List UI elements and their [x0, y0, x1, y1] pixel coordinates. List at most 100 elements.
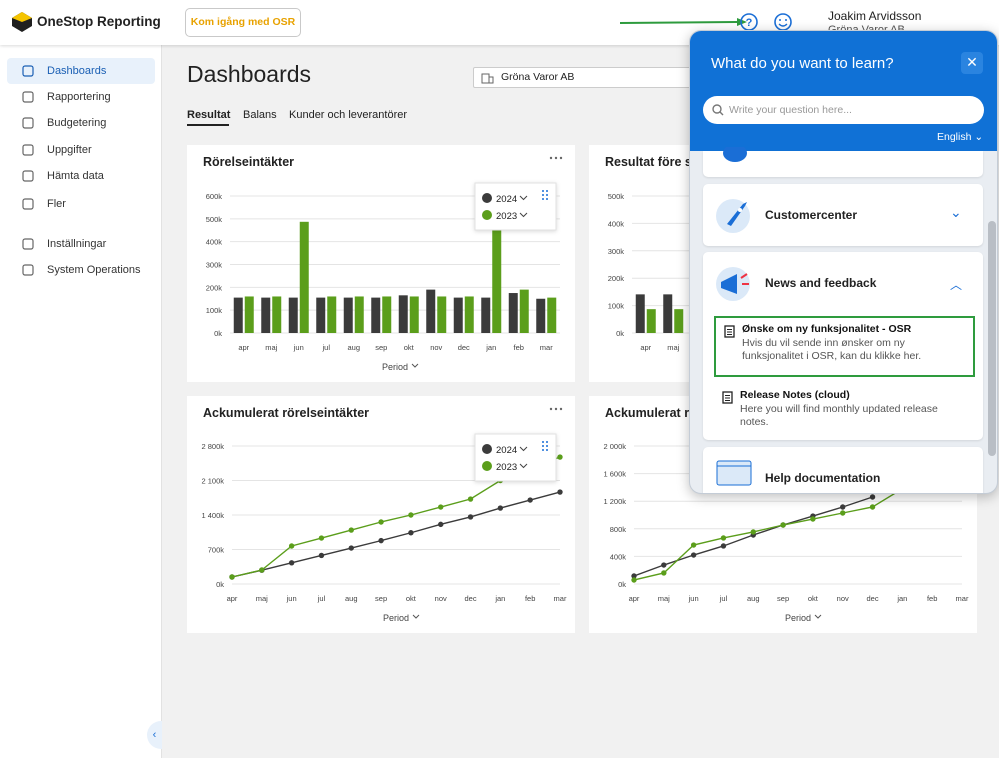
- feedback-icon[interactable]: [774, 13, 792, 31]
- x-tick-label: maj: [265, 343, 277, 352]
- tab[interactable]: Balans: [243, 109, 277, 121]
- x-tick-label: mar: [554, 594, 567, 603]
- bar: [233, 297, 243, 333]
- point: [631, 577, 637, 583]
- collapse-button[interactable]: ‹: [147, 721, 162, 749]
- widget-card: Ackumulerat rörelseintäkter 0k 700k 1 400k 2…: [187, 396, 575, 633]
- x-axis-label: Period: [785, 613, 811, 623]
- help-item[interactable]: Release Notes (cloud) Here you will find…: [714, 384, 975, 434]
- nav-item[interactable]: Dashboards: [7, 58, 155, 84]
- point: [229, 574, 235, 580]
- legend-label: 2024: [496, 445, 517, 456]
- nav-item[interactable]: System Operations: [7, 257, 155, 283]
- search-box[interactable]: Write your question here...: [703, 96, 984, 124]
- help-item[interactable]: Ønske om ny funksjonalitet - OSR Hvis du…: [714, 316, 975, 377]
- y-tick-label: 1 400k: [201, 511, 224, 520]
- drag-dot: [542, 441, 544, 443]
- bar: [288, 297, 298, 333]
- nav-icon: [22, 91, 34, 103]
- nav-label: Uppgifter: [47, 144, 92, 156]
- point: [408, 530, 414, 536]
- nav-item[interactable]: Inställningar: [7, 231, 155, 257]
- point: [378, 519, 384, 525]
- x-tick-label: okt: [404, 343, 415, 352]
- section-card[interactable]: Help documentation: [703, 447, 983, 493]
- bar: [547, 297, 557, 333]
- bar: [646, 309, 656, 333]
- legend-box: [474, 433, 557, 482]
- nav-label: Budgetering: [47, 117, 107, 129]
- bar: [272, 296, 282, 333]
- y-tick-label: 500k: [206, 215, 223, 224]
- y-tick-label: 400k: [206, 238, 223, 247]
- tab[interactable]: Resultat: [187, 109, 231, 121]
- y-tick-label: 100k: [608, 302, 625, 311]
- legend-chevron: [519, 446, 528, 452]
- x-tick-label: apr: [238, 343, 249, 352]
- point: [690, 552, 697, 558]
- chevron: ︿: [950, 278, 963, 292]
- language: English: [937, 131, 972, 143]
- point: [348, 527, 354, 533]
- widget-chart: 0k 400k 800k 1 200k 1 600k 2 000k apr maj jun jul…: [603, 407, 969, 623]
- point: [438, 504, 444, 510]
- language-select[interactable]: English ⌄: [937, 131, 984, 143]
- y-tick-label: 100k: [206, 306, 223, 315]
- drag-dot: [546, 198, 548, 200]
- x-tick-label: maj: [658, 594, 670, 603]
- section-card[interactable]: News and feedback ︿ Ønske om ny funksjon…: [703, 252, 983, 440]
- x-tick-label: okt: [808, 594, 819, 603]
- legend-chevron: [519, 463, 528, 469]
- y-tick-label: 2 100k: [201, 477, 224, 486]
- nav-icon: [22, 264, 34, 276]
- legend-label: 2024: [496, 194, 517, 205]
- start-button[interactable]: Kom igång med OSR: [185, 8, 301, 37]
- point: [840, 504, 846, 510]
- x-tick-label: nov: [837, 594, 849, 603]
- point: [557, 489, 563, 495]
- widget-title: Rörelseintäkter: [203, 155, 295, 169]
- section-card[interactable]: Customercenter ⌄: [703, 184, 983, 246]
- point: [288, 560, 295, 566]
- tab[interactable]: Kunder och leverantörer: [289, 109, 408, 121]
- drag-dot: [542, 449, 544, 451]
- item-title: Ønske om ny funksjonalitet - OSR: [742, 323, 912, 335]
- nav-item[interactable]: Uppgifter: [7, 137, 155, 163]
- point: [378, 537, 384, 544]
- sidebar: Dashboards Rapportering Budgetering Uppgift…: [0, 45, 162, 758]
- x-tick-label: sep: [375, 343, 387, 352]
- y-tick-label: 500k: [608, 192, 625, 201]
- menu-dot: [559, 407, 563, 411]
- point: [780, 522, 786, 528]
- bar: [481, 297, 491, 333]
- nav-item[interactable]: Fler: [7, 191, 155, 217]
- user-name[interactable]: Joakim Arvidsson: [828, 9, 922, 23]
- nav-label: Fler: [47, 198, 66, 210]
- bar: [536, 298, 546, 333]
- nav-item[interactable]: Rapportering: [7, 84, 155, 110]
- point: [869, 494, 876, 500]
- bar: [371, 297, 381, 333]
- x-tick-label: dec: [464, 594, 476, 603]
- x-tick-label: jul: [321, 343, 330, 352]
- icon-shape: [22, 264, 34, 276]
- point: [661, 570, 667, 576]
- hidden-section[interactable]: [703, 147, 983, 177]
- search-placeholder: Write your question here...: [729, 104, 852, 116]
- legend-swatch: [482, 444, 492, 454]
- bar: [354, 296, 364, 333]
- nav-item[interactable]: Hämta data: [7, 163, 155, 189]
- x-tick-label: feb: [514, 343, 524, 352]
- scrollbar[interactable]: [988, 221, 996, 456]
- item-description: Hvis du vil sende inn ønsker om ny funks…: [742, 337, 922, 362]
- company-name: Gröna Varor AB: [501, 71, 575, 83]
- x-tick-label: jun: [293, 343, 304, 352]
- nav-item[interactable]: Budgetering: [7, 110, 155, 136]
- close-button[interactable]: ✕: [961, 52, 983, 74]
- x-tick-label: sep: [777, 594, 789, 603]
- company-select[interactable]: Gröna Varor AB: [473, 67, 701, 88]
- chevron: ⌄: [950, 204, 962, 220]
- point: [869, 504, 876, 510]
- menu-dot: [554, 156, 558, 160]
- legend-swatch: [482, 210, 492, 220]
